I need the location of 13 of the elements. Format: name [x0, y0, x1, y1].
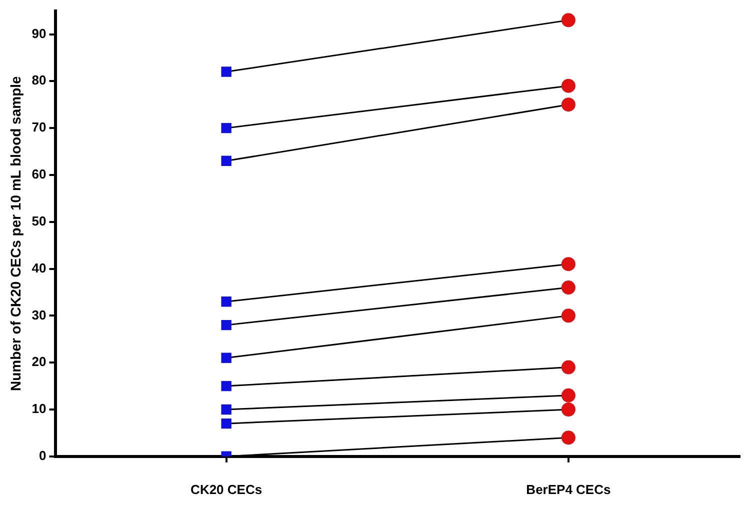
y-tick-label: 20: [32, 354, 46, 370]
y-tick-label: 70: [32, 120, 46, 135]
x-tick-label: CK20 CECs: [190, 482, 262, 497]
y-tick-label: 60: [32, 166, 46, 182]
x-tick-label: BerEP4 CECs: [526, 482, 611, 497]
y-tick-label: 10: [32, 401, 46, 416]
y-tick-label: 0: [39, 448, 46, 463]
y-tick-label: 30: [32, 307, 46, 322]
y-tick-label: 80: [32, 72, 46, 88]
y-tick-label: 40: [32, 260, 46, 276]
y-tick-label: 50: [32, 213, 46, 228]
y-tick-label: 90: [32, 26, 46, 41]
y-axis-title: Number of CK20 CECs per 10 mL blood sample: [7, 76, 24, 392]
